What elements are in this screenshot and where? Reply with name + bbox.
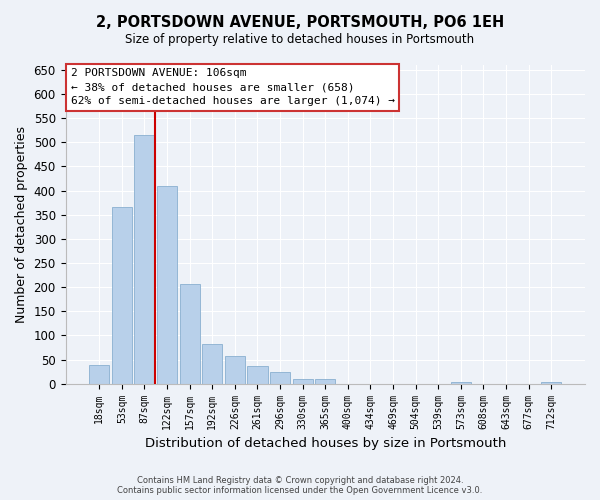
Bar — [315, 379, 335, 384]
Bar — [89, 366, 109, 384]
Bar — [541, 382, 562, 384]
Bar — [134, 135, 155, 384]
Bar — [225, 356, 245, 384]
Bar — [202, 344, 223, 384]
Text: 2, PORTSDOWN AVENUE, PORTSMOUTH, PO6 1EH: 2, PORTSDOWN AVENUE, PORTSMOUTH, PO6 1EH — [96, 15, 504, 30]
Bar — [112, 208, 132, 384]
Text: 2 PORTSDOWN AVENUE: 106sqm
← 38% of detached houses are smaller (658)
62% of sem: 2 PORTSDOWN AVENUE: 106sqm ← 38% of deta… — [71, 68, 395, 106]
Bar — [293, 379, 313, 384]
Y-axis label: Number of detached properties: Number of detached properties — [15, 126, 28, 323]
X-axis label: Distribution of detached houses by size in Portsmouth: Distribution of detached houses by size … — [145, 437, 506, 450]
Text: Size of property relative to detached houses in Portsmouth: Size of property relative to detached ho… — [125, 32, 475, 46]
Bar — [157, 186, 177, 384]
Bar — [247, 366, 268, 384]
Bar — [451, 382, 471, 384]
Bar — [270, 372, 290, 384]
Text: Contains HM Land Registry data © Crown copyright and database right 2024.
Contai: Contains HM Land Registry data © Crown c… — [118, 476, 482, 495]
Bar — [179, 284, 200, 384]
